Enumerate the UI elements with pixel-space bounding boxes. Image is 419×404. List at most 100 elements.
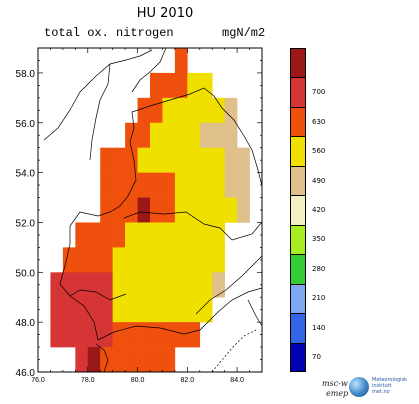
msc-logo-line1: msc-w [322, 379, 348, 388]
grid-cell [150, 197, 163, 223]
y-tick-label: 48.0 [16, 318, 36, 329]
grid-cell [162, 297, 176, 323]
y-tick-label: 56.0 [16, 119, 36, 130]
grid-cell [75, 247, 89, 273]
legend-swatch [290, 48, 306, 78]
grid-cell [87, 297, 101, 323]
grid-cell [224, 147, 238, 173]
grid-cell [187, 72, 201, 99]
border-line [43, 49, 153, 141]
border-line [247, 299, 263, 327]
grid-cell [125, 297, 138, 323]
grid-cell [125, 197, 138, 223]
grid-cell [125, 122, 138, 148]
y-tick-label: 46.0 [16, 368, 36, 379]
grid-cell [150, 97, 163, 124]
grid-cell [199, 147, 213, 173]
grid-cell [100, 247, 113, 273]
legend-value-label: 210 [312, 294, 326, 303]
grid-cell [75, 347, 89, 373]
legend-value-label: 560 [312, 147, 326, 156]
y-tick-label: 52.0 [16, 218, 36, 229]
grid-cell [112, 272, 126, 298]
unit-label: mgN/m2 [222, 26, 266, 40]
x-tick-label: 76.0 [31, 377, 45, 384]
grid-cell [199, 272, 213, 298]
grid-cell [212, 222, 225, 248]
grid-cell [100, 197, 113, 223]
msc-logo-line2: emep [326, 389, 349, 398]
legend-value-label: 700 [312, 88, 326, 97]
grid-cell [187, 247, 201, 273]
grid-cell [50, 322, 64, 348]
grid-cell [162, 347, 176, 373]
border-line [195, 255, 263, 315]
grid-cell [137, 122, 151, 148]
grid-cell [125, 347, 138, 373]
grid-cell [150, 222, 163, 248]
grid-cell [150, 122, 163, 148]
grid-cell [87, 247, 101, 273]
grid-cell [137, 222, 151, 248]
grid-cell [112, 297, 126, 323]
grid-cell [137, 197, 151, 223]
legend-value-label: 140 [312, 323, 326, 332]
grid-cell [162, 222, 176, 248]
grid-cell [62, 247, 76, 273]
grid-cell [224, 97, 238, 124]
grid-cell [174, 122, 188, 148]
grid-cell [137, 272, 151, 298]
grid-cell [162, 72, 176, 99]
grid-cell [75, 322, 89, 348]
grid-cell [87, 222, 101, 248]
deposition-map: 76.0 78.0 80.0 82.0 84.0 46.0 48.0 50.0 52.0 54.0… [16, 47, 263, 384]
grid-cell [224, 172, 238, 198]
grid-cell [87, 322, 101, 348]
grid-cell [187, 172, 201, 198]
grid-cell [199, 72, 213, 99]
grid-cell [112, 147, 126, 173]
grid-cell [199, 172, 213, 198]
grid-cell [199, 297, 213, 323]
grid-cell [162, 147, 176, 173]
institute-logo: Meteorologisk institutt met.no [372, 377, 407, 395]
grid-cell [212, 172, 225, 198]
grid-cell [174, 322, 188, 348]
grid-cell [212, 147, 225, 173]
grid-cell [100, 222, 113, 248]
border-line [131, 87, 263, 187]
grid-cell [87, 347, 101, 373]
grid-cell [100, 297, 113, 323]
grid-cell [187, 147, 201, 173]
grid-cell [174, 172, 188, 198]
grid-cell [199, 247, 213, 273]
grid-cell [100, 322, 113, 348]
grid-cell [112, 347, 126, 373]
grid-cell [212, 197, 225, 223]
legend-swatch [290, 195, 306, 225]
grid-cell [162, 272, 176, 298]
grid-cell [137, 97, 151, 124]
x-tick-label: 78.0 [81, 377, 95, 384]
grid-cell [125, 247, 138, 273]
legend-swatch [290, 136, 306, 166]
y-tick-label: 58.0 [16, 69, 36, 80]
grid-cell [162, 122, 176, 148]
axis-ticks: 76.0 78.0 80.0 82.0 84.0 46.0 48.0 50.0 52.0 54.0… [16, 48, 262, 384]
grid-cell [112, 222, 126, 248]
y-tick-label: 54.0 [16, 169, 36, 180]
grid-cell [174, 247, 188, 273]
grid-cell [150, 247, 163, 273]
legend-value-label: 420 [312, 206, 326, 214]
border-line [97, 287, 263, 341]
legend-value-label: 350 [312, 235, 326, 244]
grid-cell [174, 297, 188, 323]
grid-cell [112, 322, 126, 348]
grid-cell [100, 347, 113, 373]
globe-icon [349, 377, 369, 397]
grid-cell [62, 322, 76, 348]
grid-cell [187, 322, 201, 348]
grid-cell [150, 272, 163, 298]
grid-cell [199, 222, 213, 248]
grid-cell [174, 48, 188, 74]
